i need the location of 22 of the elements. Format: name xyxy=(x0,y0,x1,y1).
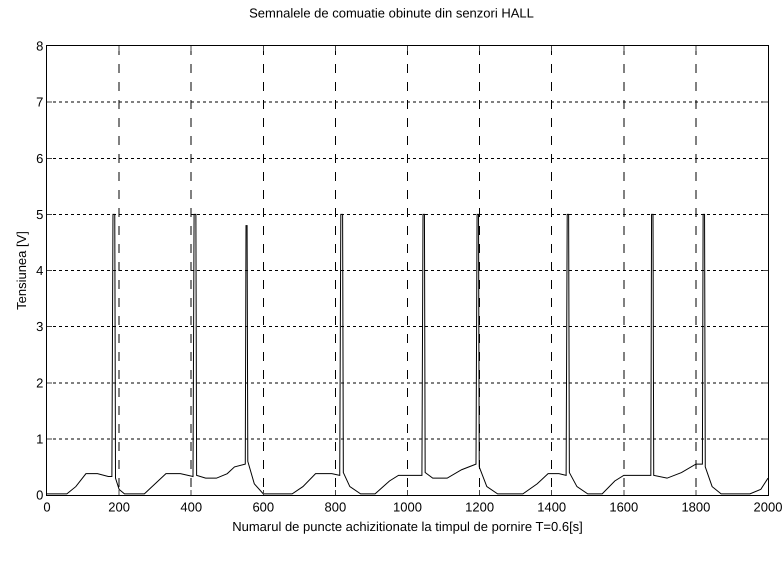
x-tick-label: 1400 xyxy=(537,500,566,515)
x-tick-label: 1000 xyxy=(393,500,422,515)
x-axis-title: Numarul de puncte achizitionate la timpul de pornire T=0.6[s] xyxy=(232,519,583,534)
x-tick-label: 600 xyxy=(252,500,274,515)
x-tick-label: 1800 xyxy=(681,500,710,515)
y-tick-label: 3 xyxy=(36,319,44,334)
y-tick-label: 1 xyxy=(36,431,44,446)
x-tick-label: 200 xyxy=(108,500,130,515)
x-tick-label: 800 xyxy=(324,500,346,515)
x-tick-label: 400 xyxy=(180,500,202,515)
y-axis-title: Tensiunea [V] xyxy=(14,231,30,310)
y-tick-label: 0 xyxy=(36,488,44,503)
y-tick-label: 7 xyxy=(36,94,44,110)
chart-title: Semnalele de comuatie obinute din senzori HALL xyxy=(249,6,534,21)
y-tick-label: 5 xyxy=(36,206,44,222)
y-tick-label: 4 xyxy=(36,263,44,278)
y-tick-label: 2 xyxy=(36,375,44,390)
x-tick-label: 1600 xyxy=(609,500,638,515)
x-tick-label: 2000 xyxy=(754,500,782,515)
y-tick-label: 8 xyxy=(36,38,44,54)
x-tick-label: 1200 xyxy=(465,500,494,515)
y-tick-label: 6 xyxy=(36,150,44,166)
